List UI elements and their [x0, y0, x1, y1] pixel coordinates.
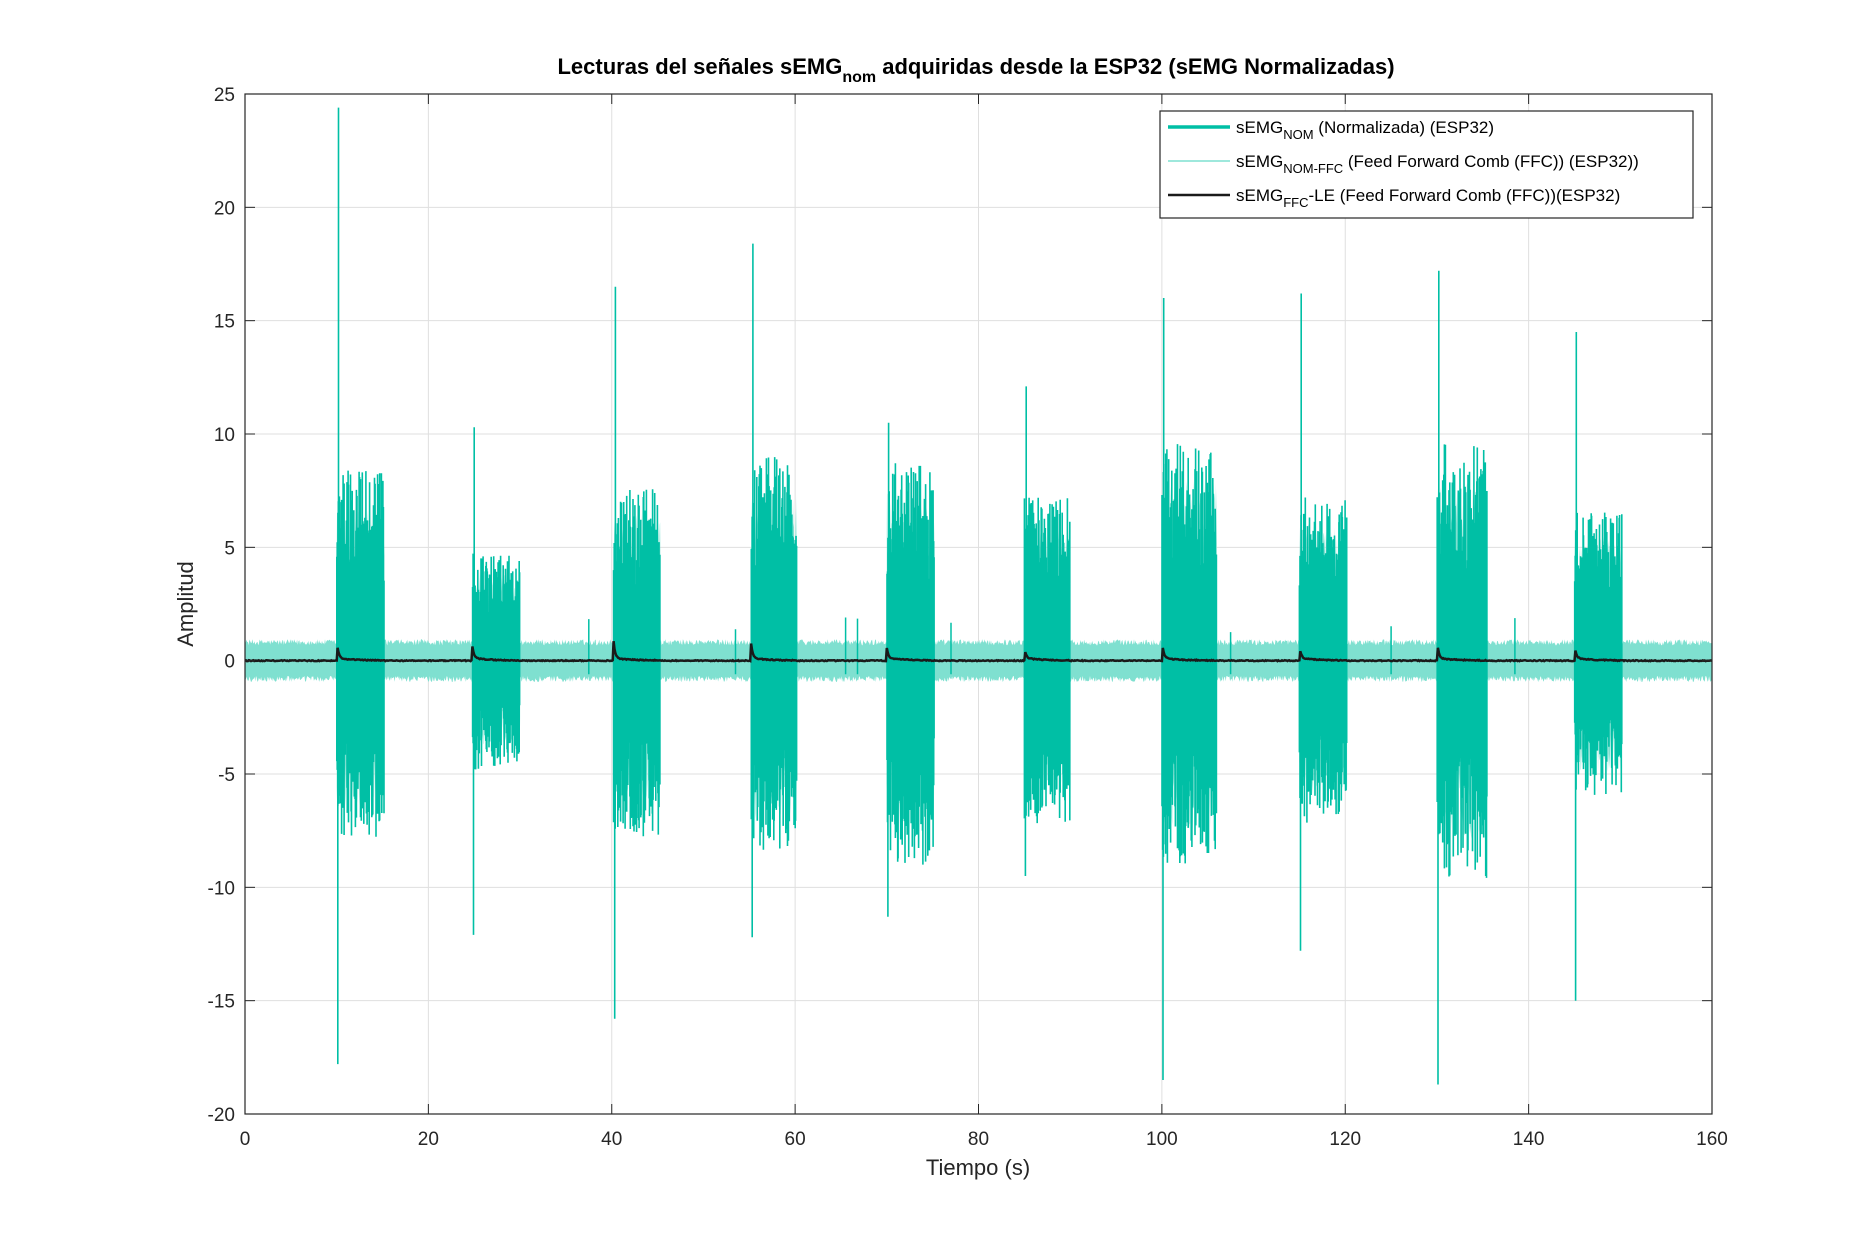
y-tick-label: -15: [208, 992, 235, 1013]
legend-entry-le-sub: FFC: [1283, 195, 1308, 210]
chart-title: Lecturas del señales sEMGnom adquiridas …: [557, 54, 1394, 86]
legend-entry-nom: sEMGNOM (Normalizada) (ESP32): [1236, 118, 1494, 142]
legend-entry-nom-rest: (Normalizada) (ESP32): [1314, 118, 1494, 137]
y-tick-label: 15: [214, 312, 235, 333]
chart-title-subscript: nom: [842, 69, 876, 86]
axis-ticks: 0 20 40 60 80 100 120 140 160 -20 -15 -10 -5 0 5 10 15 20…: [208, 85, 1728, 1150]
x-tick-label: 40: [601, 1129, 622, 1150]
legend-entry-nom-sub: NOM: [1283, 127, 1313, 142]
y-axis-label: Amplitud: [173, 561, 198, 647]
y-tick-label: 25: [214, 85, 235, 106]
plot-area: 0 20 40 60 80 100 120 140 160 -20 -15 -10 -5 0 5 10 15 20…: [208, 85, 1728, 1150]
le-line: [245, 641, 1712, 663]
baseline-outliers: [588, 617, 1516, 675]
y-tick-label: 0: [224, 652, 235, 673]
legend-entry-ffc-rest: (Feed Forward Comb (FFC)) (ESP32)): [1343, 152, 1639, 171]
x-tick-label: 140: [1513, 1129, 1545, 1150]
legend-entry-le-main: sEMG: [1236, 186, 1283, 205]
y-tick-label: 20: [214, 198, 235, 219]
legend-entry-ffc-sub: NOM-FFC: [1283, 161, 1343, 176]
legend-entry-nom-main: sEMG: [1236, 118, 1283, 137]
series-layer: [245, 107, 1712, 1085]
y-tick-label: -10: [208, 878, 235, 899]
chart-title-main: Lecturas del señales sEMG: [557, 54, 842, 79]
burst-1: [336, 107, 385, 1065]
x-tick-label: 120: [1329, 1129, 1361, 1150]
legend-box: [1159, 110, 1694, 219]
y-tick-label: 10: [214, 425, 235, 446]
y-tick-label: -20: [208, 1105, 235, 1126]
x-tick-label: 100: [1146, 1129, 1178, 1150]
x-tick-label: 60: [785, 1129, 806, 1150]
legend-entry-le: sEMGFFC-LE (Feed Forward Comb (FFC))(ESP…: [1236, 186, 1620, 210]
x-tick-label: 20: [418, 1129, 439, 1150]
nom-spikes: [1298, 293, 1348, 951]
x-tick-label: 160: [1696, 1129, 1728, 1150]
y-tick-label: -5: [218, 765, 235, 786]
nom-spikes: [886, 422, 935, 917]
x-axis-label: Tiempo (s): [926, 1155, 1030, 1180]
legend-entry-ffc-main: sEMG: [1236, 152, 1283, 171]
x-tick-label: 80: [968, 1129, 989, 1150]
chart-title-rest: adquiridas desde la ESP32 (sEMG Normaliz…: [876, 54, 1394, 79]
y-tick-label: 5: [224, 538, 235, 559]
legend: sEMGNOM (Normalizada) (ESP32) sEMGNOM-FF…: [1159, 110, 1694, 219]
legend-entry-ffc: sEMGNOM-FFC (Feed Forward Comb (FFC)) (E…: [1236, 152, 1639, 176]
legend-entry-le-rest: -LE (Feed Forward Comb (FFC))(ESP32): [1309, 186, 1621, 205]
burst-4: [750, 243, 798, 938]
x-tick-label: 0: [240, 1129, 251, 1150]
